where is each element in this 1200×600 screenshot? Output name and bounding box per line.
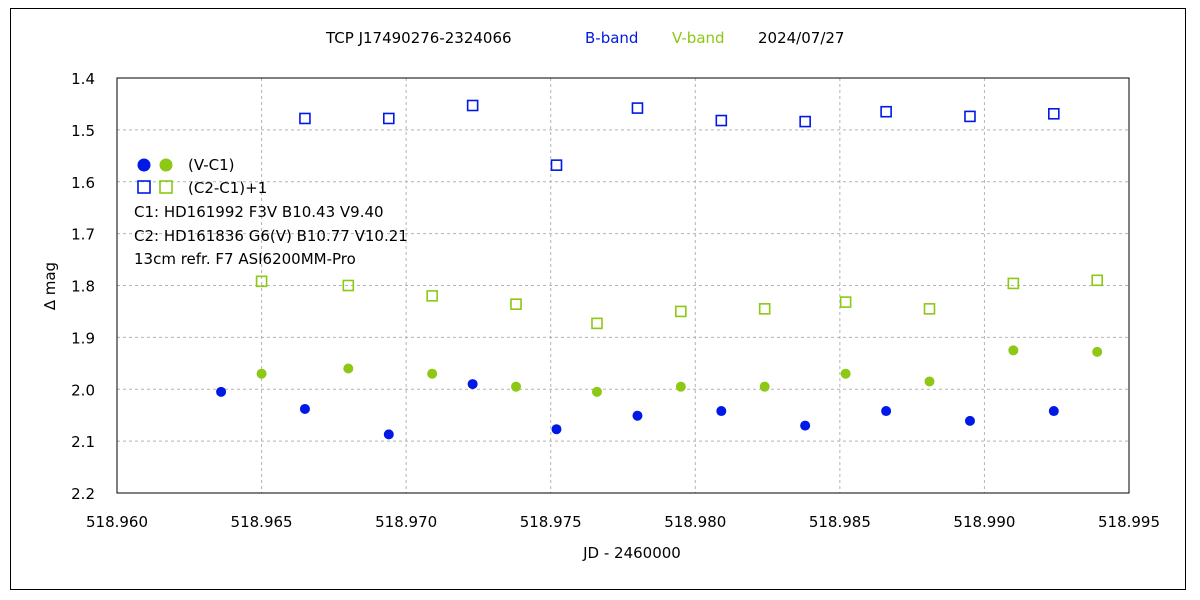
chart-title-date: 2024/07/27 — [758, 29, 844, 47]
point-b-open — [382, 112, 395, 125]
point-v-open — [510, 298, 522, 310]
point-b-open — [550, 159, 563, 171]
point-b-filled — [383, 429, 394, 440]
point-b-open — [1048, 107, 1060, 120]
point-v-open — [1091, 274, 1103, 287]
y-tick-label: 1.9 — [71, 329, 95, 347]
point-v-filled — [591, 386, 602, 397]
legend-entry-filled: (V-C1) — [188, 156, 235, 174]
chart-title-object: TCP J17490276-2324066 — [325, 29, 512, 47]
point-b-open — [799, 115, 811, 128]
x-tick-label: 518.980 — [664, 513, 726, 531]
point-b-filled — [632, 410, 643, 421]
point-v-filled — [759, 381, 770, 392]
point-b-filled — [964, 415, 975, 426]
x-tick-label: 518.995 — [1098, 513, 1160, 531]
point-v-filled — [1008, 345, 1019, 356]
point-v-open — [758, 303, 771, 315]
point-b-filled — [716, 406, 727, 417]
point-b-filled — [467, 379, 478, 390]
point-v-filled — [427, 368, 438, 379]
plot-area-border — [116, 77, 1130, 494]
point-v-open — [923, 303, 936, 315]
legend-marker-b-open — [137, 180, 151, 194]
y-tick-label: 1.5 — [71, 122, 95, 140]
legend-note-instrument: 13cm refr. F7 ASI6200MM-Pro — [134, 250, 356, 268]
point-v-filled — [343, 363, 354, 374]
point-v-filled — [256, 368, 267, 379]
y-axis-label: ∆ mag — [41, 262, 59, 311]
point-b-filled — [800, 420, 811, 431]
legend-entry-open: (C2-C1)+1 — [188, 179, 267, 197]
point-b-open — [466, 99, 479, 112]
legend-marker-b-filled — [137, 158, 151, 172]
x-tick-label: 518.975 — [520, 513, 582, 531]
legend-note-c2: C2: HD161836 G6(V) B10.77 V10.21 — [134, 227, 408, 245]
point-v-open — [839, 296, 852, 308]
y-tick-label: 1.4 — [71, 70, 95, 88]
point-v-filled — [511, 381, 522, 392]
point-v-open — [255, 275, 268, 288]
point-b-filled — [299, 403, 310, 414]
legend-marker-v-open — [159, 180, 173, 194]
x-tick-label: 518.985 — [809, 513, 871, 531]
point-b-open — [299, 112, 311, 125]
legend-marker-v-filled — [159, 158, 173, 172]
point-v-open — [342, 279, 355, 292]
point-v-open — [591, 317, 603, 330]
point-b-filled — [216, 386, 227, 397]
chart-title-band-b: B-band — [585, 29, 638, 47]
x-axis-label: JD - 2460000 — [582, 544, 681, 562]
x-tick-label: 518.970 — [375, 513, 437, 531]
point-b-filled — [881, 406, 892, 417]
point-v-open — [675, 305, 687, 318]
point-v-open — [1007, 277, 1020, 290]
x-tick-label: 518.990 — [953, 513, 1015, 531]
y-tick-label: 2.0 — [71, 381, 95, 399]
y-tick-label: 1.6 — [71, 174, 95, 192]
y-tick-label: 1.8 — [71, 278, 95, 296]
grid-lines — [117, 78, 1129, 493]
legend: (V-C1) (C2-C1)+1 C1: HD161992 F3V B10.43… — [134, 156, 408, 268]
point-b-open — [715, 114, 728, 127]
point-v-filled — [924, 376, 935, 387]
point-b-open — [964, 110, 976, 123]
chart-title-band-v: V-band — [672, 29, 725, 47]
y-tick-label: 1.7 — [71, 226, 95, 244]
x-tick-label: 518.965 — [231, 513, 293, 531]
chart-frame — [10, 8, 1186, 590]
y-tick-label: 2.1 — [71, 433, 95, 451]
point-v-open — [426, 290, 438, 302]
y-tick-labels: 1.4 1.5 1.6 1.7 1.8 1.9 2.0 2.1 2.2 — [71, 70, 95, 503]
point-b-open — [880, 105, 892, 118]
point-b-filled — [1048, 406, 1059, 417]
y-tick-label: 2.2 — [71, 485, 95, 503]
x-tick-labels: 518.960 518.965 518.970 518.975 518.980 518.9… — [86, 513, 1160, 531]
point-v-filled — [675, 381, 686, 392]
legend-note-c1: C1: HD161992 F3V B10.43 V9.40 — [134, 203, 384, 221]
point-v-filled — [840, 368, 851, 379]
x-tick-label: 518.960 — [86, 513, 148, 531]
point-v-filled — [1092, 346, 1103, 357]
point-b-filled — [551, 424, 562, 435]
point-b-open — [631, 102, 644, 114]
data-points — [216, 99, 1103, 440]
